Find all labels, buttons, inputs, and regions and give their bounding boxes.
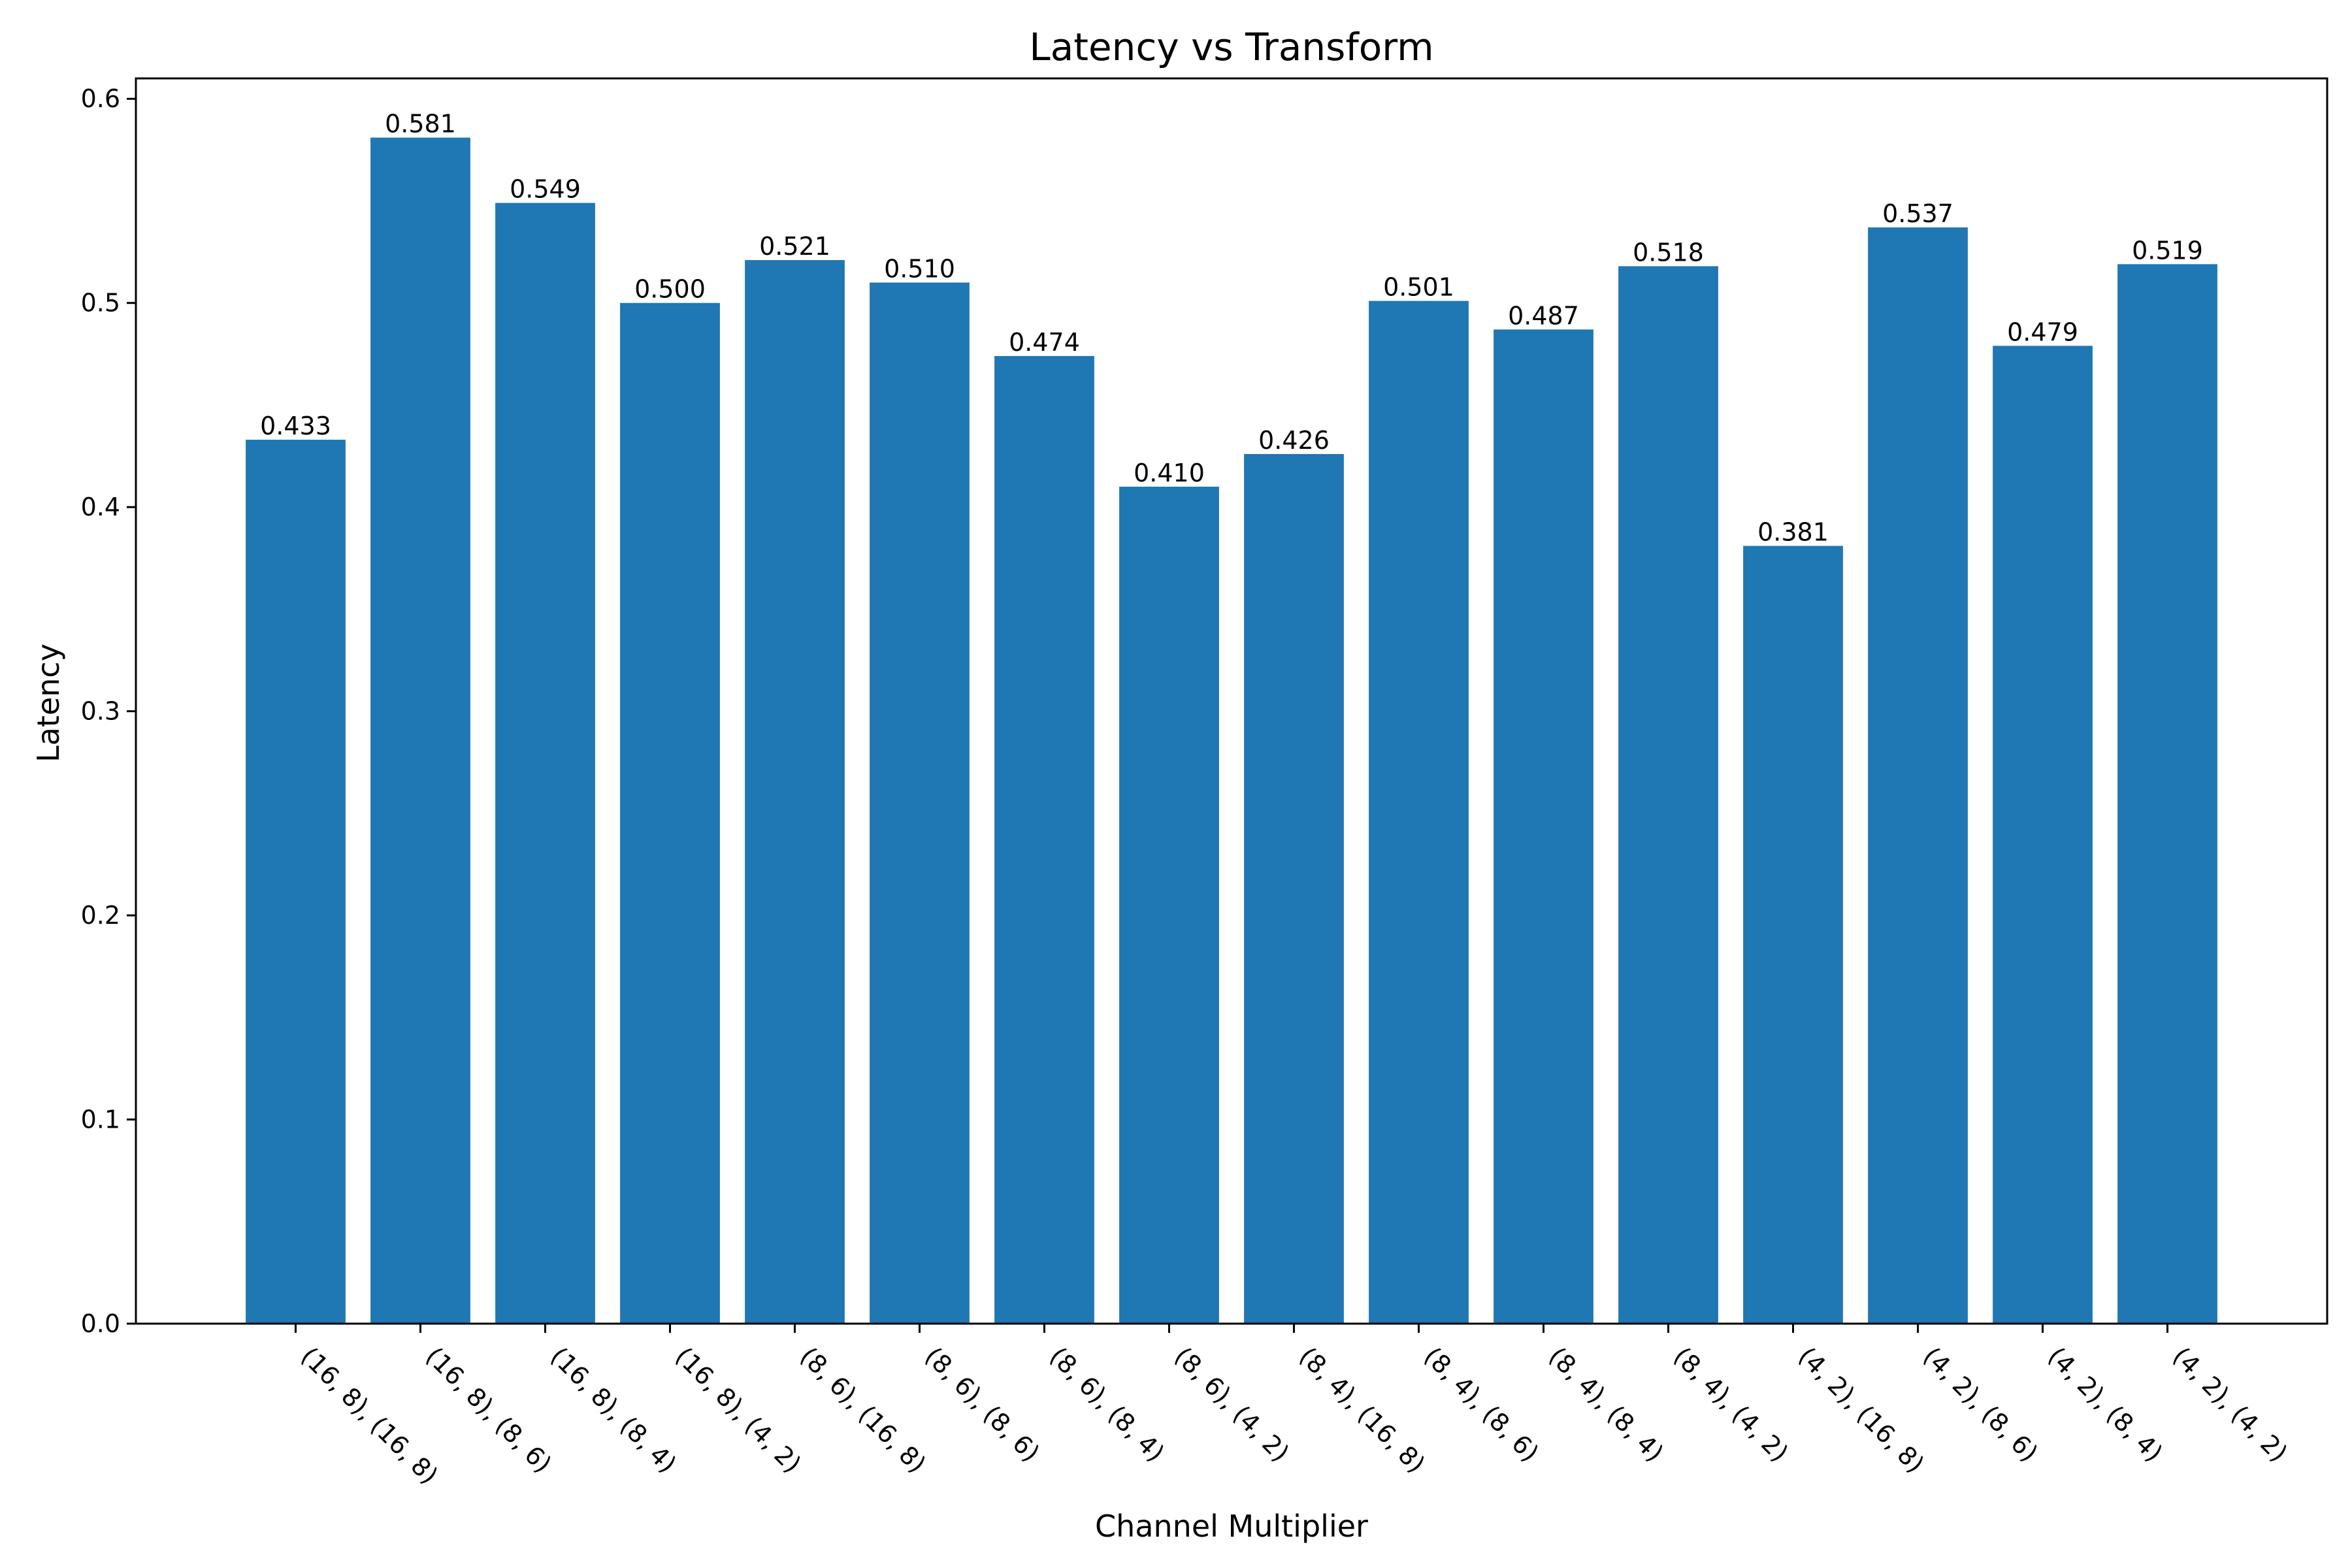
bar-value-label: 0.410 xyxy=(1134,459,1205,487)
bar xyxy=(1743,546,1843,1324)
bar-value-label: 0.501 xyxy=(1383,273,1454,302)
bar-value-label: 0.381 xyxy=(1757,518,1829,547)
x-tick-label: (16, 8), (4, 2) xyxy=(670,1341,807,1478)
bar-value-label: 0.500 xyxy=(634,275,706,304)
bar xyxy=(1119,486,1219,1324)
y-axis: 0.0 0.1 0.2 0.3 0.4 0.5 0.6 xyxy=(81,84,136,1338)
y-tick-label: 0.5 xyxy=(81,289,120,318)
bars-layer: 0.433 0.581 0.549 0.500 0.521 0.510 0.474 0.410… xyxy=(246,110,2217,1324)
bar-value-label: 0.581 xyxy=(385,110,456,139)
y-tick-label: 0.4 xyxy=(81,493,120,521)
bar xyxy=(1494,329,1593,1324)
y-axis-label: Latency xyxy=(31,644,66,762)
x-tick-label: (8, 6), (4, 2) xyxy=(1169,1341,1295,1467)
bar xyxy=(1993,346,2093,1324)
x-tick-label: (8, 6), (16, 8) xyxy=(794,1341,932,1478)
x-tick-label: (8, 4), (8, 4) xyxy=(1543,1341,1669,1467)
bar xyxy=(620,302,720,1324)
bar-value-label: 0.519 xyxy=(2132,236,2203,265)
x-tick-label: (8, 6), (8, 6) xyxy=(919,1341,1045,1467)
bar xyxy=(495,203,595,1324)
bar-value-label: 0.487 xyxy=(1508,301,1579,330)
x-tick-label: (8, 4), (8, 6) xyxy=(1418,1341,1544,1467)
y-tick-label: 0.1 xyxy=(81,1105,120,1134)
bar xyxy=(1618,266,1718,1324)
bar-value-label: 0.549 xyxy=(510,175,581,204)
y-tick-label: 0.0 xyxy=(81,1309,120,1338)
x-tick-label: (4, 2), (4, 2) xyxy=(2167,1341,2293,1467)
bar xyxy=(1244,453,1344,1324)
bar xyxy=(2117,264,2217,1324)
x-tick-label: (4, 2), (8, 4) xyxy=(2042,1341,2168,1467)
chart-title: Latency vs Transform xyxy=(1029,25,1433,69)
bar-value-label: 0.474 xyxy=(1009,328,1080,357)
x-tick-label: (16, 8), (8, 6) xyxy=(420,1341,557,1478)
bar xyxy=(1369,301,1469,1324)
bar-value-label: 0.521 xyxy=(759,232,830,261)
x-axis: (16, 8), (16, 8)(16, 8), (8, 6)(16, 8), … xyxy=(294,1324,2293,1490)
x-tick-label: (16, 8), (8, 4) xyxy=(545,1341,682,1478)
bar-value-label: 0.537 xyxy=(1882,199,1953,228)
x-tick-label: (4, 2), (16, 8) xyxy=(1793,1341,1930,1478)
y-tick-label: 0.6 xyxy=(81,84,120,113)
bar xyxy=(870,282,970,1324)
bar xyxy=(994,355,1094,1324)
bar-value-label: 0.518 xyxy=(1633,238,1704,267)
x-tick-label: (8, 6), (8, 4) xyxy=(1044,1341,1170,1467)
x-tick-label: (16, 8), (16, 8) xyxy=(295,1341,444,1490)
x-axis-label: Channel Multiplier xyxy=(1095,1509,1368,1544)
y-tick-label: 0.3 xyxy=(81,697,120,726)
bar-value-label: 0.479 xyxy=(2007,318,2078,346)
x-tick-label: (8, 4), (4, 2) xyxy=(1668,1341,1794,1467)
bar xyxy=(745,260,845,1324)
bar-value-label: 0.426 xyxy=(1258,426,1330,455)
bar xyxy=(1868,227,1968,1324)
bar xyxy=(246,440,346,1324)
plot-frame xyxy=(135,77,2328,1325)
x-tick-label: (8, 4), (16, 8) xyxy=(1294,1341,1431,1478)
bar-value-label: 0.433 xyxy=(260,412,331,440)
y-tick-label: 0.2 xyxy=(81,901,120,930)
bar-value-label: 0.510 xyxy=(884,254,955,283)
x-tick-label: (4, 2), (8, 6) xyxy=(1918,1341,2044,1467)
bar xyxy=(370,137,470,1324)
